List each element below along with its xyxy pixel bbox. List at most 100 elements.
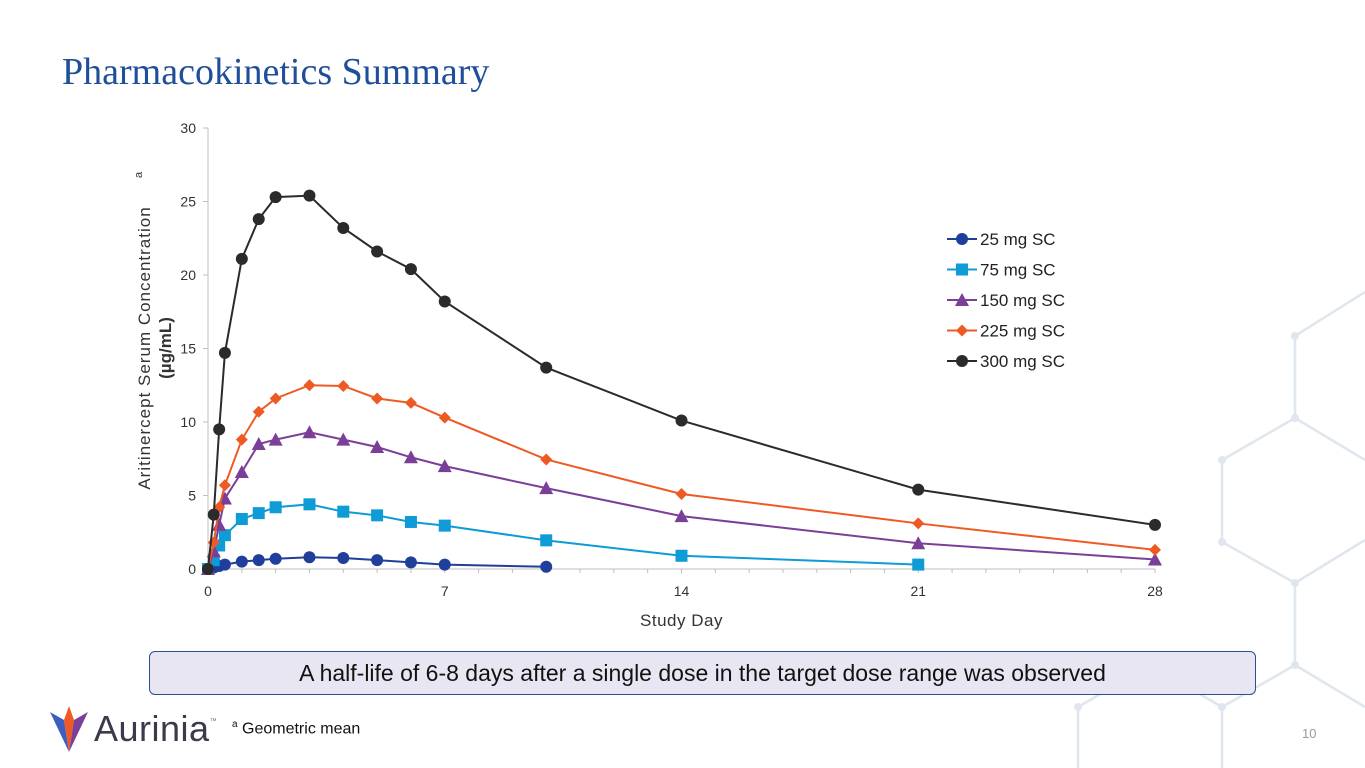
- data-point: [302, 425, 317, 439]
- data-point: [371, 392, 384, 405]
- data-point: [213, 423, 226, 436]
- x-tick-label: 0: [204, 583, 212, 599]
- data-point: [269, 191, 282, 204]
- y-axis-label-line1: Aritinercept Serum Concentration: [135, 206, 154, 489]
- data-point: [336, 432, 351, 446]
- data-point: [675, 414, 688, 427]
- data-point: [1149, 518, 1161, 531]
- footnote-marker: a: [232, 719, 238, 730]
- data-point: [911, 536, 926, 550]
- data-point: [235, 433, 248, 446]
- data-point: [1149, 543, 1161, 556]
- legend-item: 75 mg SC: [947, 261, 1056, 280]
- callout-text: A half-life of 6-8 days after a single d…: [299, 659, 1106, 686]
- series-225-mg-sc: [202, 379, 1161, 575]
- x-tick-label: 28: [1147, 583, 1163, 599]
- data-point: [438, 519, 451, 532]
- callout-box: A half-life of 6-8 days after a single d…: [149, 651, 1256, 695]
- legend-marker: [956, 263, 968, 276]
- data-point: [252, 554, 265, 567]
- legend-label: 300 mg SC: [980, 352, 1065, 371]
- data-point: [540, 560, 553, 573]
- data-point: [218, 529, 231, 542]
- page-title: Pharmacokinetics Summary: [62, 51, 490, 93]
- legend-label: 150 mg SC: [980, 291, 1065, 310]
- data-point: [438, 558, 451, 571]
- data-point: [235, 555, 248, 568]
- data-point: [404, 263, 417, 276]
- x-tick-label: 14: [674, 583, 690, 599]
- data-point: [404, 515, 417, 528]
- legend-item: 300 mg SC: [947, 352, 1065, 371]
- y-axis-label-sup: a: [133, 171, 145, 178]
- data-point: [540, 361, 553, 374]
- data-point: [252, 405, 265, 418]
- y-tick-label: 20: [180, 267, 196, 283]
- x-tick-label: 7: [441, 583, 449, 599]
- data-point: [218, 479, 231, 492]
- data-point: [337, 505, 350, 518]
- legend-item: 150 mg SC: [947, 291, 1065, 310]
- data-point: [251, 437, 266, 451]
- legend-label: 25 mg SC: [980, 230, 1056, 249]
- data-point: [207, 508, 220, 521]
- data-point: [539, 481, 554, 495]
- pk-line-chart: 0 5 10 15 20 25 30 0 7 14 21 28 Study Day Aritinercep…: [133, 120, 1163, 630]
- data-point: [303, 189, 316, 202]
- y-tick-label: 5: [188, 488, 196, 504]
- trademark: ™: [209, 718, 217, 725]
- y-tick-label: 0: [188, 561, 196, 577]
- data-point: [269, 392, 282, 405]
- legend-label: 225 mg SC: [980, 322, 1065, 341]
- legend-label: 75 mg SC: [980, 261, 1056, 280]
- data-point: [218, 346, 231, 359]
- data-point: [370, 439, 385, 453]
- data-point: [438, 411, 451, 424]
- data-point: [235, 252, 248, 265]
- data-point: [540, 534, 553, 547]
- series-300-mg-sc: [202, 189, 1161, 575]
- data-point: [252, 213, 265, 226]
- data-point: [912, 558, 925, 571]
- x-axis-label: Study Day: [640, 611, 723, 630]
- legend-item: 25 mg SC: [947, 230, 1056, 249]
- data-point: [269, 501, 282, 514]
- data-point: [202, 563, 214, 575]
- data-point: [337, 221, 350, 234]
- series-line: [207, 384, 1156, 570]
- aurinia-logo: Aurinia ™: [50, 706, 217, 752]
- legend-marker: [956, 324, 968, 337]
- data-point: [438, 295, 451, 308]
- x-tick-label: 21: [910, 583, 926, 599]
- data-point: [337, 551, 350, 564]
- data-point: [371, 554, 384, 567]
- data-point: [912, 483, 925, 496]
- data-point: [437, 459, 452, 473]
- legend-marker: [955, 293, 969, 306]
- y-tick-label: 15: [180, 341, 196, 357]
- data-point: [303, 551, 316, 564]
- logo-mark-icon: [50, 706, 88, 752]
- y-axis-label: Aritinercept Serum Concentration a (µg/mL): [133, 171, 175, 490]
- data-point: [540, 453, 553, 466]
- legend-marker: [956, 233, 968, 245]
- data-point: [252, 507, 265, 520]
- data-point: [268, 432, 283, 446]
- data-point: [235, 513, 248, 526]
- data-point: [1148, 552, 1162, 566]
- y-tick-label: 30: [180, 120, 196, 136]
- data-point: [337, 379, 350, 392]
- data-point: [269, 552, 282, 565]
- data-point: [674, 509, 689, 523]
- data-point: [303, 498, 316, 511]
- data-point: [675, 549, 688, 562]
- y-axis-label-line2: (µg/mL): [156, 317, 175, 379]
- footnote-text: Geometric mean: [242, 720, 361, 738]
- data-point: [303, 379, 316, 392]
- y-tick-label: 25: [180, 194, 196, 210]
- data-point: [912, 517, 925, 530]
- data-point: [234, 464, 249, 478]
- data-point: [371, 509, 384, 522]
- page-number: 10: [1302, 726, 1317, 741]
- y-tick-label: 10: [180, 414, 196, 430]
